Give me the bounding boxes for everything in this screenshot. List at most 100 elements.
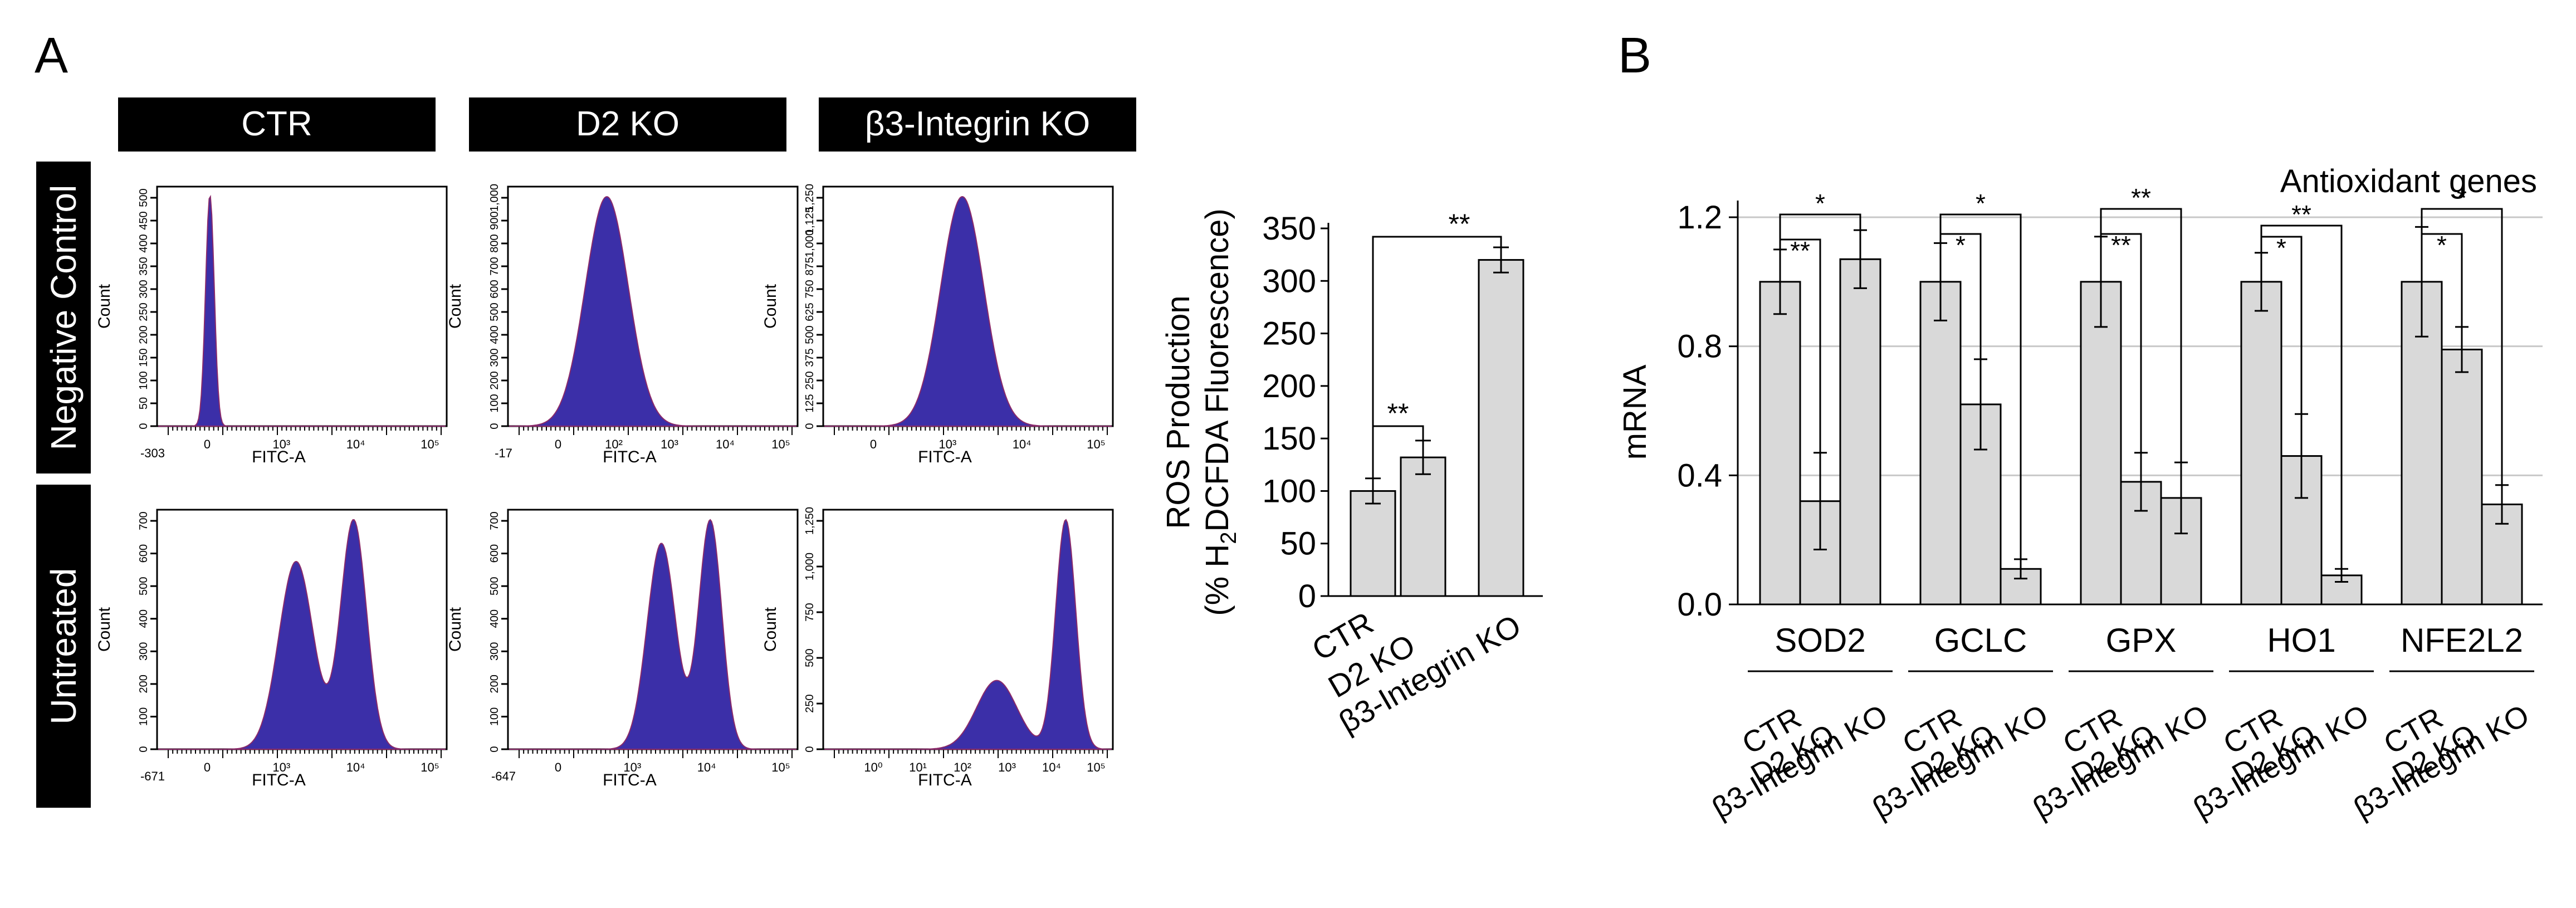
y-axis-label: ROS Production (1160, 295, 1196, 529)
y-axis-label-part: (% H (1199, 544, 1235, 616)
y-tick-label: 150 (1262, 421, 1316, 457)
y-tick-label: 700 (138, 511, 150, 530)
significance-label: * (2276, 233, 2286, 262)
y-tick-label: 400 (488, 609, 501, 628)
y-tick-label: 400 (138, 234, 150, 252)
x-axis-label: FITC-A (918, 771, 972, 789)
x-tick-label: 0 (870, 437, 877, 451)
y-tick-label: 600 (138, 544, 150, 563)
histogram-frame (507, 185, 799, 427)
x-tick-label: 10³ (661, 437, 678, 451)
histogram-fill (509, 196, 796, 427)
row-header-bar (36, 485, 91, 808)
condition-label: β3-Integrin KO (2348, 698, 2535, 825)
y-tick-label: 350 (1262, 211, 1316, 247)
significance-label: * (1956, 231, 1966, 260)
y-tick-label: 200 (138, 325, 150, 344)
x-tick-label: 0 (204, 437, 211, 451)
y-axis-label-2: (% H2DCFDA Fluorescence) (1199, 208, 1241, 616)
x-axis-label: FITC-A (918, 448, 972, 466)
y-tick-label: 1,250 (804, 184, 816, 212)
histogram-fill (509, 519, 796, 750)
significance-label: * (1815, 189, 1825, 218)
x-tick-label: 10⁵ (771, 437, 790, 451)
y-tick-label: 100 (1262, 473, 1316, 509)
y-tick-label: 50 (1280, 526, 1316, 562)
x-tick-label: 10³ (272, 760, 290, 774)
x-min-label: -303 (140, 446, 165, 460)
histogram-fill (158, 519, 446, 750)
y-tick-label: 300 (488, 642, 501, 661)
x-tick-label: 10³ (272, 437, 290, 451)
y-tick-label: 125 (804, 394, 816, 412)
bar (1839, 258, 1881, 606)
significance-label: ** (1387, 398, 1409, 429)
condition-label: β3-Integrin KO (1867, 698, 2054, 825)
y-axis-label: Count (95, 284, 114, 329)
y-axis-label: Count (446, 284, 465, 329)
y-tick-label: 0 (804, 746, 816, 752)
significance-bracket (2260, 236, 2303, 414)
y-tick-label: 0 (804, 423, 816, 429)
x-tick-label: 0 (204, 760, 211, 774)
x-tick-label: 10² (954, 760, 971, 774)
significance-label: ** (2291, 200, 2311, 229)
y-tick-label: 700 (488, 511, 501, 530)
significance-bracket (1779, 213, 1861, 250)
group-label: HO1 (2267, 622, 2335, 659)
significance-bracket (1939, 233, 1982, 359)
y-tick-label: 300 (488, 348, 501, 367)
x-tick-label: 10³ (938, 437, 956, 451)
y-tick-label: 0 (488, 423, 501, 429)
significance-label: * (2457, 183, 2467, 212)
y-tick-label: 500 (488, 302, 501, 321)
y-tick-label: 400 (138, 609, 150, 628)
y-tick-label: 0 (138, 423, 150, 429)
x-tick-label: 0 (555, 437, 561, 451)
bar (2240, 281, 2282, 606)
y-tick-label: 0.0 (1677, 587, 1722, 623)
x-tick-label: 10² (605, 437, 623, 451)
bar (1919, 281, 1962, 606)
flow-cytometry-grid: CTR D2 KO β3-Integrin KO Negative Control Un… (36, 97, 1136, 808)
y-tick-label: 100 (488, 707, 501, 726)
y-tick-label: 450 (138, 211, 150, 230)
bar (1759, 281, 1801, 606)
x-tick-label: 10¹ (909, 760, 927, 774)
y-tick-label: 0 (1298, 578, 1316, 614)
y-tick-label: 1,000 (804, 553, 816, 580)
y-tick-label: 300 (138, 642, 150, 661)
significance-bracket (2421, 208, 2503, 485)
histogram-frame (156, 185, 448, 427)
x-axis-label: FITC-A (603, 448, 657, 466)
bar (2080, 281, 2122, 606)
condition-label: β3-Integrin KO (2188, 698, 2374, 825)
y-tick-label: 1,000 (804, 230, 816, 257)
y-tick-label: 700 (488, 257, 501, 275)
x-min-label: -671 (140, 769, 165, 783)
y-tick-label: 500 (804, 325, 816, 344)
x-min-label: -647 (491, 769, 516, 783)
y-tick-label: 500 (804, 648, 816, 667)
bar (1478, 259, 1524, 597)
column-header-bar (819, 97, 1136, 152)
x-axis-label: FITC-A (603, 771, 657, 789)
y-tick-label: 625 (804, 302, 816, 321)
column-header-bar (469, 97, 786, 152)
y-tick-label: 1,250 (804, 507, 816, 535)
significance-label: * (2437, 231, 2447, 260)
group-label: GCLC (1934, 622, 2027, 659)
y-tick-label: 200 (1262, 368, 1316, 404)
chart-title: Antioxidant genes (2280, 163, 2537, 199)
x-tick-label: 10⁴ (1042, 760, 1061, 774)
y-tick-label: 0 (138, 746, 150, 752)
y-tick-label: 250 (804, 371, 816, 389)
column-header-label: β3-Integrin KO (865, 105, 1090, 143)
y-tick-label: 250 (1262, 316, 1316, 352)
x-tick-label: 10⁵ (771, 760, 790, 774)
condition-label: β3-Integrin KO (2027, 698, 2214, 825)
x-tick-label: 10³ (623, 760, 641, 774)
x-min-label: -17 (495, 446, 512, 460)
